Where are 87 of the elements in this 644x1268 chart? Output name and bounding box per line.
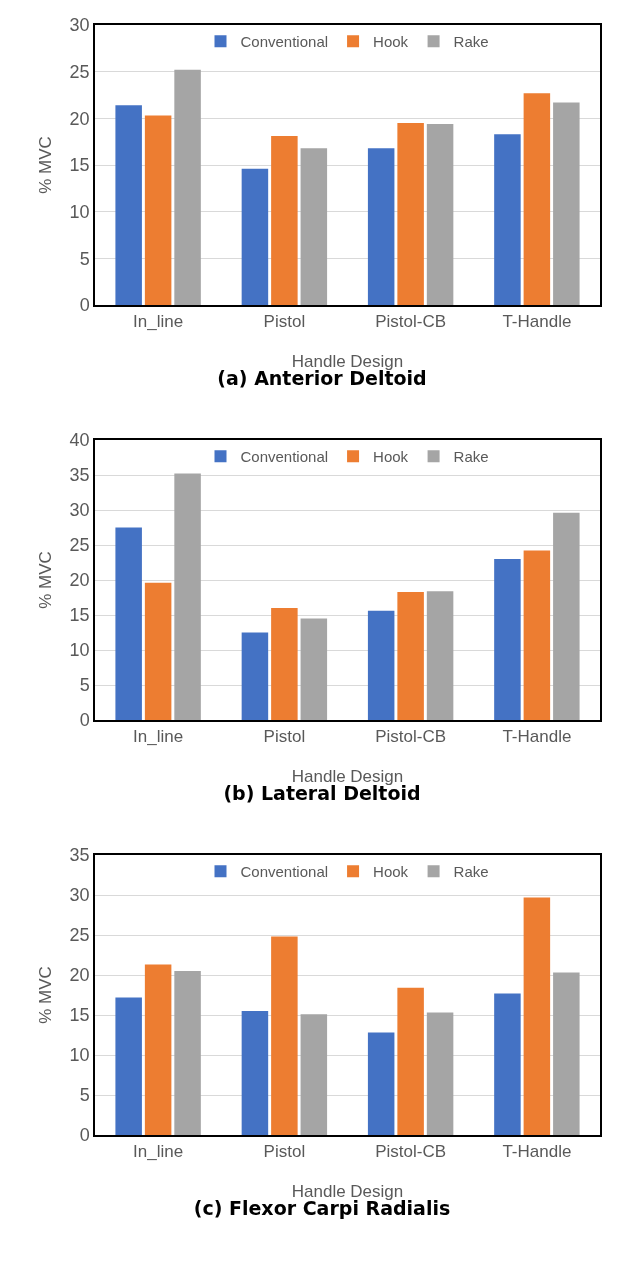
x-tick-label: Pistol-CB bbox=[375, 312, 447, 332]
legend-label: Conventional bbox=[240, 448, 329, 466]
y-tick-label: 5 bbox=[79, 248, 90, 269]
x-tick-label: Pistol-CB bbox=[375, 1142, 447, 1162]
bar bbox=[367, 610, 395, 720]
x-tick-label: Pistol bbox=[263, 1142, 306, 1162]
y-axis-title: % MVC bbox=[35, 966, 55, 1024]
y-tick-label: 10 bbox=[69, 201, 90, 222]
x-tick-label: Pistol bbox=[263, 312, 306, 332]
bar bbox=[300, 148, 328, 305]
bar bbox=[494, 993, 521, 1135]
legend-label: Hook bbox=[373, 33, 409, 51]
bar bbox=[553, 102, 580, 305]
y-axis-title: % MVC bbox=[35, 551, 55, 609]
bar bbox=[115, 997, 142, 1135]
y-tick-label: 35 bbox=[69, 845, 90, 866]
y-tick-label: 20 bbox=[69, 965, 90, 986]
bar bbox=[144, 582, 172, 720]
bar bbox=[367, 1032, 395, 1135]
legend-label: Hook bbox=[373, 448, 409, 466]
x-tick-label: T-Handle bbox=[502, 1142, 572, 1162]
y-axis-title: % MVC bbox=[35, 136, 55, 194]
y-tick-label: 35 bbox=[69, 465, 90, 486]
bar bbox=[300, 618, 328, 720]
y-tick-label: 25 bbox=[69, 925, 90, 946]
x-tick-label: In_line bbox=[133, 1142, 184, 1162]
y-tick-label: 40 bbox=[69, 430, 90, 451]
x-tick-label: In_line bbox=[133, 727, 184, 747]
bar bbox=[367, 148, 395, 305]
y-tick-label: 25 bbox=[69, 535, 90, 556]
x-axis-title: Handle Design bbox=[291, 1181, 404, 1201]
y-tick-label: 10 bbox=[69, 1045, 90, 1066]
bar bbox=[271, 136, 298, 305]
bar bbox=[115, 527, 142, 720]
y-tick-label: 20 bbox=[69, 108, 90, 129]
legend-label: Rake bbox=[453, 863, 489, 881]
x-axis-title: Handle Design bbox=[291, 351, 404, 371]
y-tick-label: 30 bbox=[69, 885, 90, 906]
x-tick-label: T-Handle bbox=[502, 312, 572, 332]
bar bbox=[174, 69, 201, 305]
bar bbox=[174, 971, 201, 1135]
y-tick-label: 25 bbox=[69, 61, 90, 82]
x-axis-title: Handle Design bbox=[291, 766, 404, 786]
x-tick-label: Pistol-CB bbox=[375, 727, 447, 747]
bar bbox=[241, 1011, 269, 1135]
bar bbox=[271, 608, 298, 720]
bar bbox=[494, 559, 521, 720]
y-tick-label: 5 bbox=[79, 1085, 90, 1106]
y-tick-label: 30 bbox=[69, 500, 90, 521]
y-tick-label: 15 bbox=[69, 1005, 90, 1026]
bar bbox=[494, 134, 521, 305]
legend-label: Rake bbox=[453, 33, 489, 51]
bar bbox=[300, 1014, 328, 1135]
bar bbox=[426, 1012, 454, 1135]
legend-label: Conventional bbox=[240, 33, 329, 51]
y-tick-label: 15 bbox=[69, 605, 90, 626]
bar bbox=[553, 972, 580, 1135]
y-tick-label: 10 bbox=[69, 640, 90, 661]
bar bbox=[115, 105, 142, 305]
legend-label: Hook bbox=[373, 863, 409, 881]
x-tick-label: T-Handle bbox=[502, 727, 572, 747]
legend-label: Conventional bbox=[240, 863, 329, 881]
y-tick-label: 20 bbox=[69, 570, 90, 591]
x-tick-label: In_line bbox=[133, 312, 184, 332]
bar bbox=[553, 512, 580, 720]
bar bbox=[426, 123, 454, 305]
bar bbox=[426, 591, 454, 720]
y-tick-label: 0 bbox=[79, 710, 90, 731]
bar bbox=[144, 964, 172, 1135]
bar bbox=[241, 168, 269, 305]
bar bbox=[241, 632, 269, 720]
y-tick-label: 0 bbox=[79, 1125, 90, 1146]
bar bbox=[397, 987, 424, 1135]
bar bbox=[523, 550, 551, 720]
y-tick-label: 30 bbox=[69, 15, 90, 36]
x-tick-label: Pistol bbox=[263, 727, 306, 747]
y-tick-label: 0 bbox=[79, 295, 90, 316]
legend-label: Rake bbox=[453, 448, 489, 466]
bar bbox=[174, 473, 201, 720]
bar bbox=[523, 93, 551, 305]
y-tick-label: 5 bbox=[79, 675, 90, 696]
bar bbox=[397, 591, 424, 720]
y-tick-label: 15 bbox=[69, 155, 90, 176]
bar bbox=[397, 123, 424, 305]
bar bbox=[271, 936, 298, 1135]
bar bbox=[144, 115, 172, 305]
bar bbox=[523, 897, 551, 1135]
